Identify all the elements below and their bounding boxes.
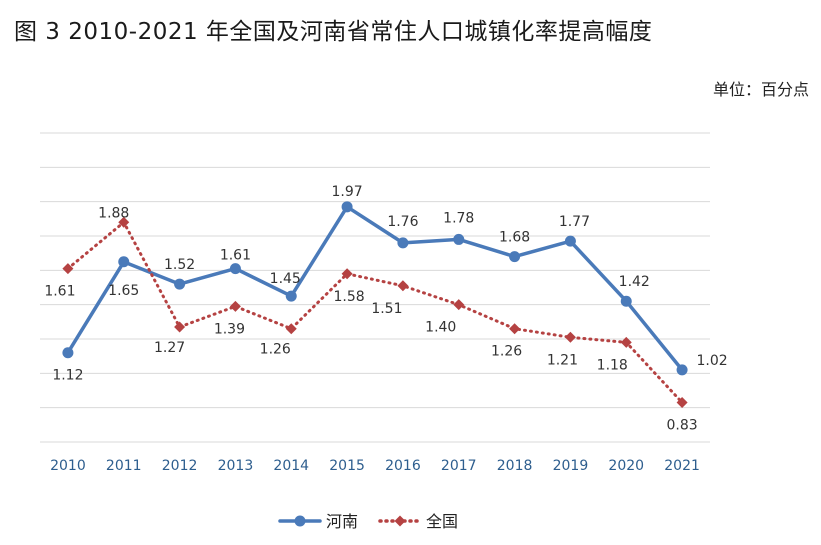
data-label: 1.42 bbox=[619, 274, 650, 290]
series-line bbox=[66, 220, 684, 404]
data-point bbox=[341, 201, 353, 213]
data-point bbox=[285, 290, 297, 302]
data-point bbox=[174, 321, 186, 333]
data-point bbox=[509, 251, 521, 263]
x-tick-label: 2015 bbox=[329, 458, 365, 474]
data-label: 1.12 bbox=[52, 368, 83, 384]
x-tick-label: 2021 bbox=[664, 458, 700, 474]
data-point bbox=[397, 280, 409, 292]
legend: 河南 全国 bbox=[278, 512, 458, 531]
data-label: 1.40 bbox=[425, 320, 456, 336]
data-label: 1.26 bbox=[491, 344, 522, 360]
data-label: 1.61 bbox=[220, 248, 251, 264]
data-point bbox=[564, 235, 576, 247]
data-label: 1.97 bbox=[331, 184, 362, 200]
data-point bbox=[397, 237, 409, 249]
x-axis-ticks: 2010 2011 2012 2013 2014 2015 2016 2017 2018 2019… bbox=[50, 458, 700, 474]
data-label: 1.45 bbox=[270, 271, 301, 287]
data-label: 1.58 bbox=[333, 289, 364, 305]
data-label: 1.77 bbox=[559, 214, 590, 230]
data-point bbox=[62, 263, 74, 275]
data-point bbox=[341, 268, 353, 280]
x-tick-label: 2013 bbox=[218, 458, 254, 474]
data-label: 0.83 bbox=[666, 418, 697, 434]
x-tick-label: 2020 bbox=[608, 458, 644, 474]
data-point bbox=[118, 256, 130, 268]
data-label: 1.61 bbox=[44, 284, 75, 300]
data-point bbox=[229, 263, 241, 275]
data-point bbox=[453, 299, 465, 311]
data-label: 1.88 bbox=[98, 205, 129, 221]
data-point bbox=[62, 347, 74, 359]
x-tick-label: 2012 bbox=[162, 458, 198, 474]
gridlines bbox=[40, 132, 710, 443]
legend-marker bbox=[394, 515, 406, 527]
legend-label: 河南 bbox=[326, 512, 358, 531]
data-label: 1.68 bbox=[499, 230, 530, 246]
data-point bbox=[620, 295, 632, 307]
data-point bbox=[509, 323, 521, 335]
chart-title: 图 3 2010-2021 年全国及河南省常住人口城镇化率提高幅度 bbox=[14, 19, 653, 45]
data-label: 1.78 bbox=[443, 210, 474, 226]
data-label: 1.18 bbox=[597, 357, 628, 373]
x-tick-label: 2017 bbox=[441, 458, 477, 474]
data-label: 1.27 bbox=[154, 340, 185, 356]
data-point bbox=[285, 323, 297, 335]
data-label: 1.52 bbox=[164, 257, 195, 273]
data-labels: 1.12 1.65 1.52 1.61 1.45 1.97 1.76 1.78 1.68 1.77… bbox=[44, 184, 727, 434]
data-point bbox=[118, 216, 130, 228]
x-tick-label: 2016 bbox=[385, 458, 421, 474]
data-point bbox=[229, 300, 241, 312]
data-label: 1.65 bbox=[108, 283, 139, 299]
data-point bbox=[564, 331, 576, 343]
data-label: 1.76 bbox=[387, 214, 418, 230]
series-line bbox=[66, 205, 684, 372]
data-label: 1.26 bbox=[260, 342, 291, 358]
data-label: 1.39 bbox=[214, 321, 245, 337]
x-tick-label: 2010 bbox=[50, 458, 86, 474]
unit-label: 单位：百分点 bbox=[712, 80, 809, 99]
data-point bbox=[676, 397, 688, 409]
x-tick-label: 2011 bbox=[106, 458, 142, 474]
data-point bbox=[453, 233, 465, 245]
data-point bbox=[676, 364, 688, 376]
data-point bbox=[620, 336, 632, 348]
legend-marker bbox=[294, 515, 306, 527]
data-label: 1.02 bbox=[696, 353, 727, 369]
data-label: 1.51 bbox=[371, 301, 402, 317]
series-group bbox=[62, 201, 688, 409]
x-tick-label: 2019 bbox=[553, 458, 589, 474]
data-point bbox=[174, 278, 186, 290]
data-label: 1.21 bbox=[547, 352, 578, 368]
x-tick-label: 2014 bbox=[273, 458, 309, 474]
legend-label: 全国 bbox=[426, 512, 458, 531]
x-tick-label: 2018 bbox=[497, 458, 533, 474]
